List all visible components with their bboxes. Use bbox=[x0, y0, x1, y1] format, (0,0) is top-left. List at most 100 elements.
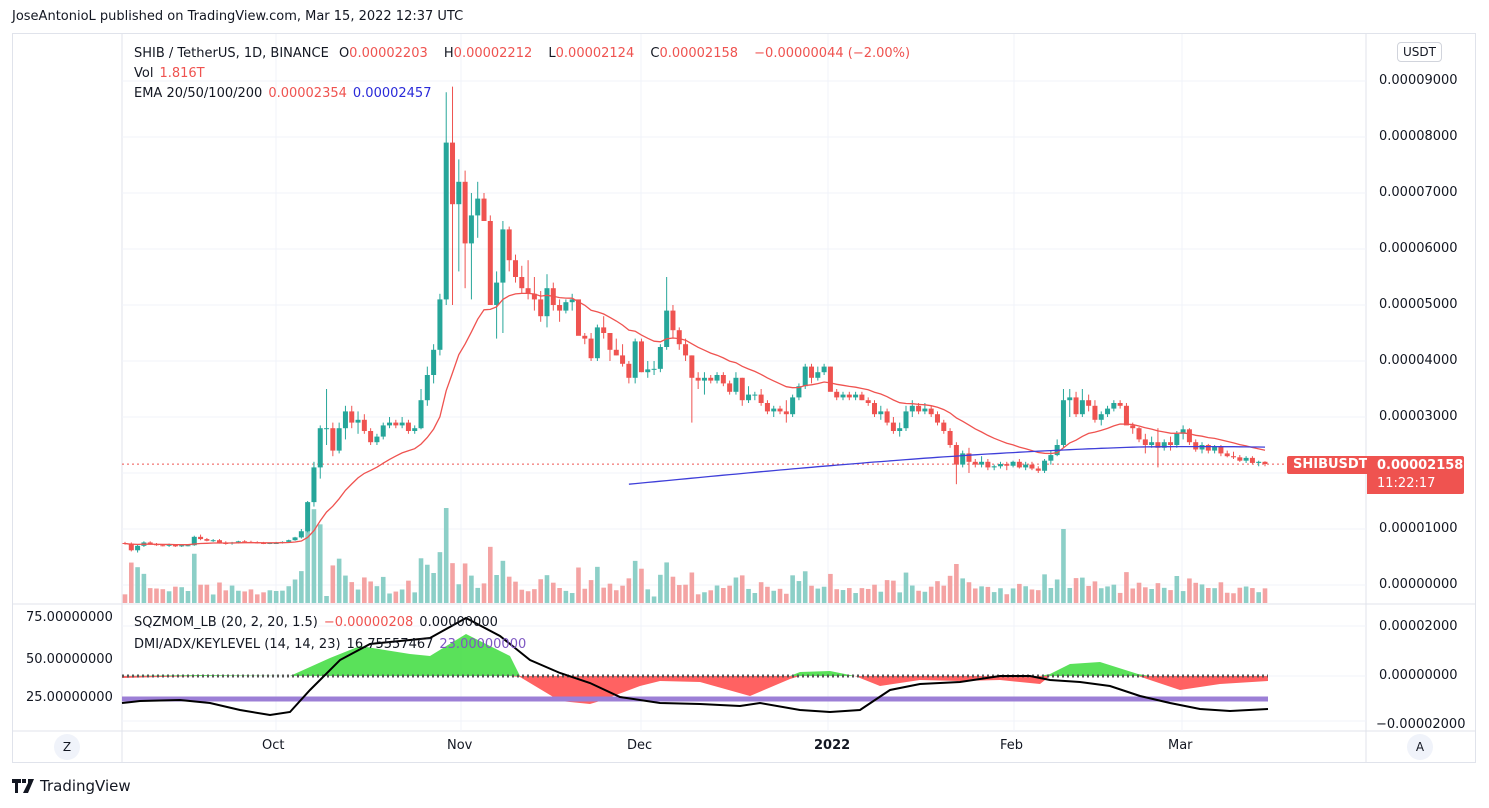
candle-body bbox=[1237, 457, 1243, 461]
volume-bar bbox=[1136, 582, 1142, 603]
volume-bar bbox=[456, 584, 462, 603]
candle-body bbox=[676, 330, 682, 345]
candle-body bbox=[928, 408, 934, 415]
volume-bar bbox=[1124, 572, 1129, 603]
candle-body bbox=[519, 277, 525, 289]
volume-bar bbox=[809, 585, 814, 603]
volume-bar bbox=[979, 586, 984, 603]
candle-body bbox=[897, 428, 903, 431]
candle-body bbox=[607, 333, 613, 350]
volume-bar bbox=[1073, 578, 1079, 603]
candle-body bbox=[324, 428, 330, 430]
volume-bar bbox=[916, 590, 921, 603]
candle-body bbox=[242, 541, 248, 543]
time-tick: Mar bbox=[1168, 738, 1193, 753]
candle-body bbox=[645, 369, 651, 373]
candle-body bbox=[1243, 457, 1249, 461]
volume-bar bbox=[928, 586, 934, 603]
zoom-reset-button[interactable]: Z bbox=[54, 734, 80, 760]
volume-bar bbox=[1130, 588, 1136, 603]
volume-bar bbox=[191, 553, 197, 603]
candle-body bbox=[985, 461, 991, 468]
volume-bar bbox=[1023, 586, 1028, 603]
candle-body bbox=[601, 327, 607, 333]
volume-bar bbox=[154, 588, 159, 603]
volume-bar bbox=[431, 573, 436, 603]
auto-scale-button[interactable]: A bbox=[1407, 734, 1433, 760]
symbol-legend: SHIB / TetherUS, 1D, BINANCE O0.00002203… bbox=[134, 46, 911, 61]
volume-bar bbox=[903, 572, 909, 603]
price-tick: 0.00006000 bbox=[1379, 241, 1458, 256]
volume-bar bbox=[1161, 587, 1167, 603]
candle-body bbox=[405, 422, 411, 431]
volume-bar bbox=[443, 508, 449, 603]
volume-bar bbox=[847, 588, 852, 603]
candle-body bbox=[670, 310, 676, 331]
volume-bar bbox=[450, 563, 455, 603]
candle-body bbox=[380, 425, 386, 437]
currency-button[interactable]: USDT bbox=[1397, 42, 1442, 62]
candle-body bbox=[179, 545, 185, 547]
volume-bar bbox=[1243, 586, 1249, 603]
candle-body bbox=[1010, 461, 1016, 466]
volume-bar bbox=[651, 596, 657, 603]
volume-bar bbox=[406, 580, 411, 603]
adx-value: 16.75557467 bbox=[346, 637, 434, 652]
last-price-tag: 0.00002158 11:22:17 bbox=[1367, 456, 1464, 494]
candle-body bbox=[1111, 403, 1117, 409]
volume-bar bbox=[752, 593, 758, 603]
volume-bar bbox=[122, 594, 128, 603]
volume-bar bbox=[966, 582, 972, 603]
candle-body bbox=[916, 405, 922, 412]
candle-body bbox=[827, 366, 833, 392]
candle-body bbox=[821, 366, 827, 373]
candle-body bbox=[941, 422, 947, 431]
dmi-legend: DMI/ADX/KEYLEVEL (14, 14, 23) 16.75557467… bbox=[134, 637, 527, 652]
keylevel-value: 23.00000000 bbox=[439, 637, 527, 652]
candle-body bbox=[1060, 400, 1066, 445]
ema-legend: EMA 20/50/100/200 0.00002354 0.00002457 bbox=[134, 86, 432, 101]
candle-body bbox=[758, 394, 764, 403]
candle-body bbox=[500, 229, 506, 283]
candle-body bbox=[1262, 461, 1268, 465]
volume-bar bbox=[664, 562, 669, 603]
volume-bar bbox=[343, 575, 348, 603]
volume-bar bbox=[500, 560, 506, 603]
candle-body bbox=[746, 394, 752, 401]
candle-body bbox=[1079, 400, 1085, 415]
volume-bar bbox=[506, 576, 512, 603]
volume-bar bbox=[166, 591, 172, 603]
candle-body bbox=[512, 260, 518, 277]
volume-bar bbox=[784, 593, 789, 603]
candle-body bbox=[872, 403, 878, 415]
candle-body bbox=[481, 198, 487, 221]
volume-bar bbox=[758, 582, 764, 603]
volume-bar bbox=[601, 587, 606, 603]
sqz-axis-neg: −0.00002000 bbox=[1376, 717, 1466, 732]
volume-bar bbox=[1111, 584, 1117, 603]
candle-body bbox=[878, 411, 884, 415]
volume-bar bbox=[437, 552, 443, 603]
candle-body bbox=[846, 394, 852, 398]
candle-body bbox=[456, 181, 462, 205]
candle-body bbox=[544, 288, 550, 317]
volume-bar bbox=[588, 580, 594, 603]
volume-bar bbox=[991, 592, 997, 603]
candle-body bbox=[1048, 455, 1054, 461]
volume-bar bbox=[481, 583, 487, 603]
candle-body bbox=[462, 181, 468, 244]
candle-body bbox=[859, 394, 865, 401]
volume-bar bbox=[204, 584, 210, 603]
volume-bar bbox=[1017, 583, 1022, 603]
volume-bar bbox=[878, 591, 884, 603]
price-tick: 0.00009000 bbox=[1379, 73, 1458, 88]
volume-bar bbox=[355, 589, 361, 603]
volume-bar bbox=[626, 578, 632, 603]
candle-body bbox=[953, 445, 959, 465]
tradingview-logo-icon bbox=[12, 779, 34, 793]
candle-body bbox=[393, 422, 399, 426]
candle-body bbox=[620, 355, 626, 364]
volume-bar bbox=[273, 591, 279, 603]
candle-body bbox=[632, 341, 638, 378]
